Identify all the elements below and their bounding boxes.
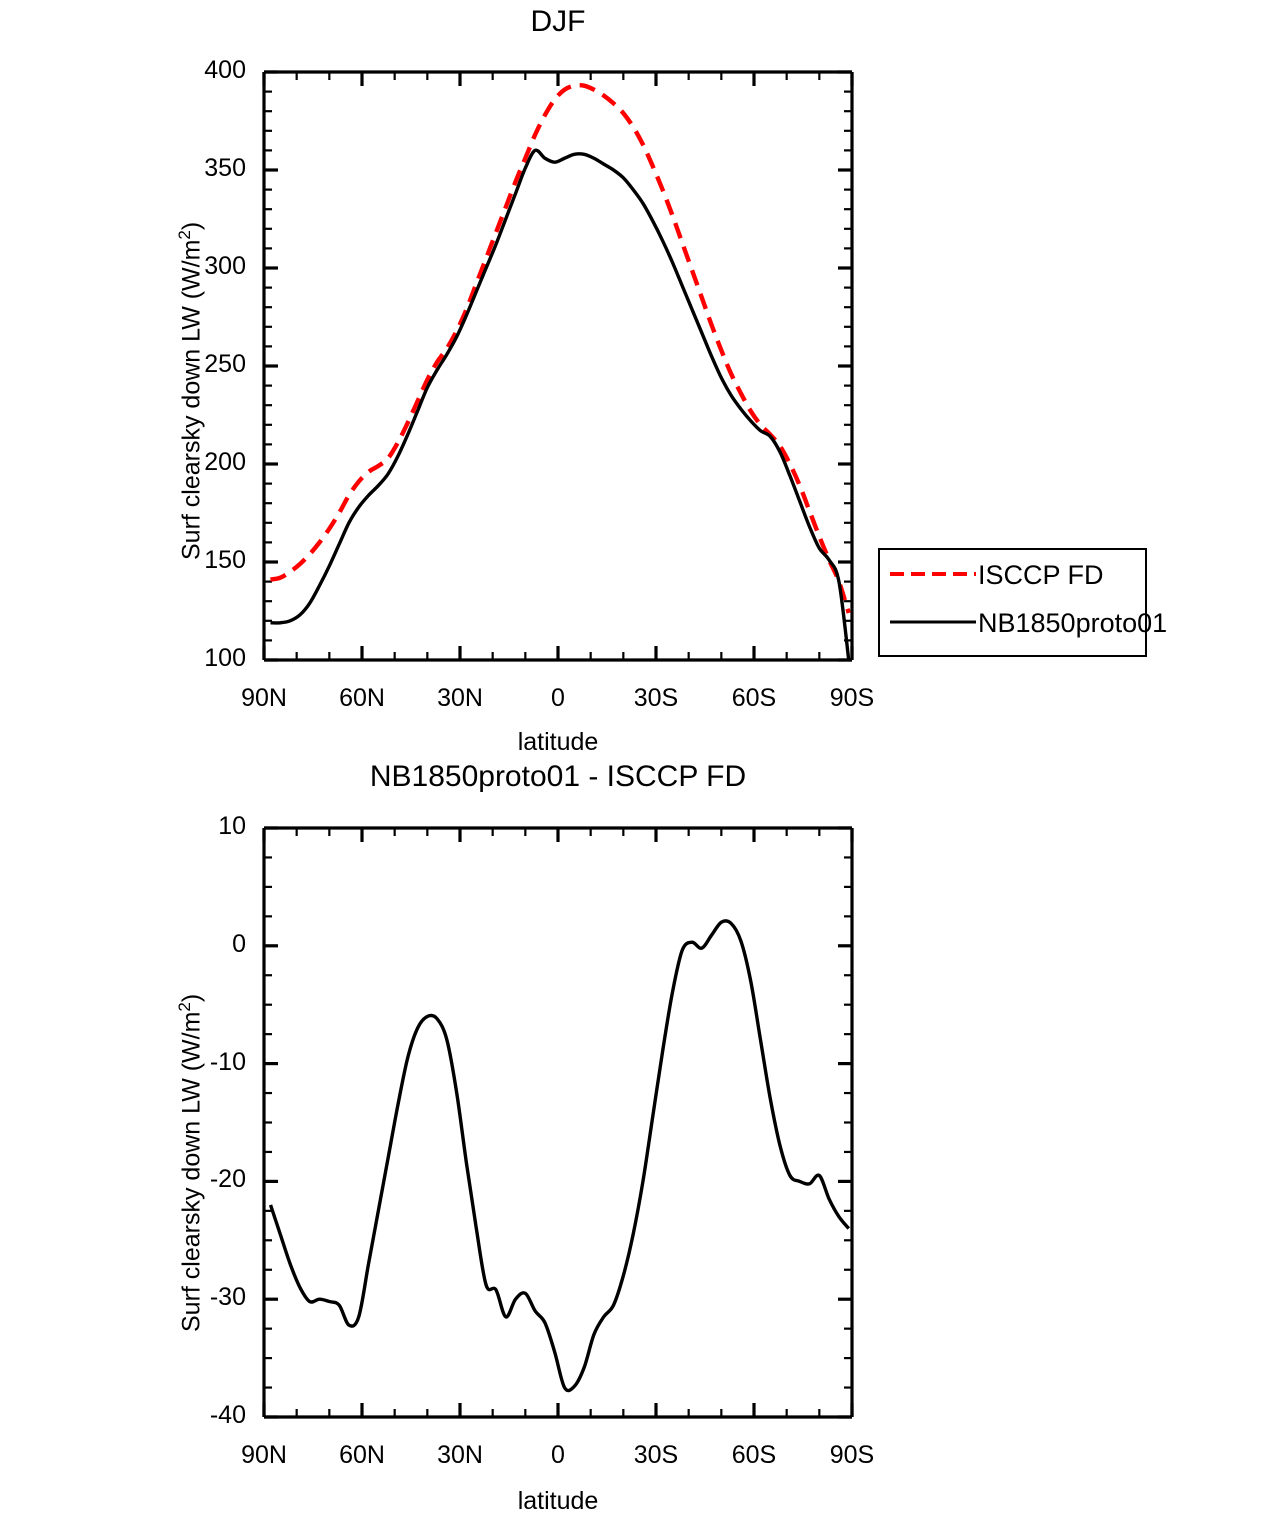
- legend-item-isccp[interactable]: ISCCP FD: [880, 554, 1145, 594]
- x-tick-label: 30S: [633, 1441, 679, 1469]
- x-tick-label: 60S: [731, 1441, 777, 1469]
- panel-bottom: NB1850proto01 - ISCCP FD Surf clearsky d…: [0, 757, 1285, 1517]
- series-line: [270, 83, 851, 614]
- panel-top-plot: [262, 70, 854, 662]
- series-line: [268, 919, 851, 1393]
- panel-bottom-plot: [262, 826, 854, 1419]
- x-tick-label: 0: [551, 1441, 565, 1469]
- legend-box: ISCCP FD NB1850proto01: [878, 548, 1167, 657]
- y-tick-label: -40: [209, 1401, 246, 1429]
- legend-swatch-isccp: [890, 572, 976, 576]
- legend-label-isccp: ISCCP FD: [978, 560, 1104, 590]
- x-tick-label: 90N: [241, 684, 287, 712]
- y-tick-label: 0: [232, 929, 246, 958]
- legend-swatch-nb1850: [890, 620, 976, 624]
- y-tick-label: 10: [218, 812, 246, 840]
- legend-item-nb1850[interactable]: NB1850proto01: [880, 602, 1167, 642]
- panel-top-x-axis-label: latitude: [517, 728, 599, 756]
- y-tick-label: -10: [209, 1047, 246, 1076]
- y-tick-label: -30: [209, 1283, 246, 1312]
- panel-top-title: DJF: [530, 5, 586, 38]
- panel-top: DJF Surf clearsky down LW (W/m2) latitud…: [175, 5, 1167, 756]
- x-tick-label: 30S: [633, 684, 679, 712]
- x-tick-label: 30N: [437, 1441, 483, 1469]
- x-tick-label: 30N: [437, 684, 483, 712]
- x-tick-label: 60N: [339, 684, 385, 712]
- x-tick-label: 90S: [829, 1441, 875, 1469]
- y-tick-label: 400: [204, 56, 246, 84]
- y-tick-label: 250: [204, 350, 246, 378]
- x-tick-label: 60N: [339, 1441, 385, 1469]
- y-tick-label: 350: [204, 154, 246, 182]
- panel-bottom-title: NB1850proto01 - ISCCP FD: [369, 760, 747, 793]
- y-tick-label: 300: [204, 252, 246, 280]
- y-tick-label: 150: [204, 546, 246, 574]
- y-tick-label: -20: [209, 1165, 246, 1194]
- y-tick-label: 200: [204, 448, 246, 476]
- panel-bottom-x-axis-label: latitude: [517, 1487, 599, 1515]
- series-line: [270, 148, 851, 661]
- x-tick-label: 0: [551, 684, 565, 712]
- x-tick-label: 60S: [731, 684, 777, 712]
- x-tick-label: 90S: [829, 684, 875, 712]
- y-tick-label: 100: [204, 644, 246, 672]
- x-tick-label: 90N: [241, 1441, 287, 1469]
- legend-label-nb1850: NB1850proto01: [978, 608, 1168, 638]
